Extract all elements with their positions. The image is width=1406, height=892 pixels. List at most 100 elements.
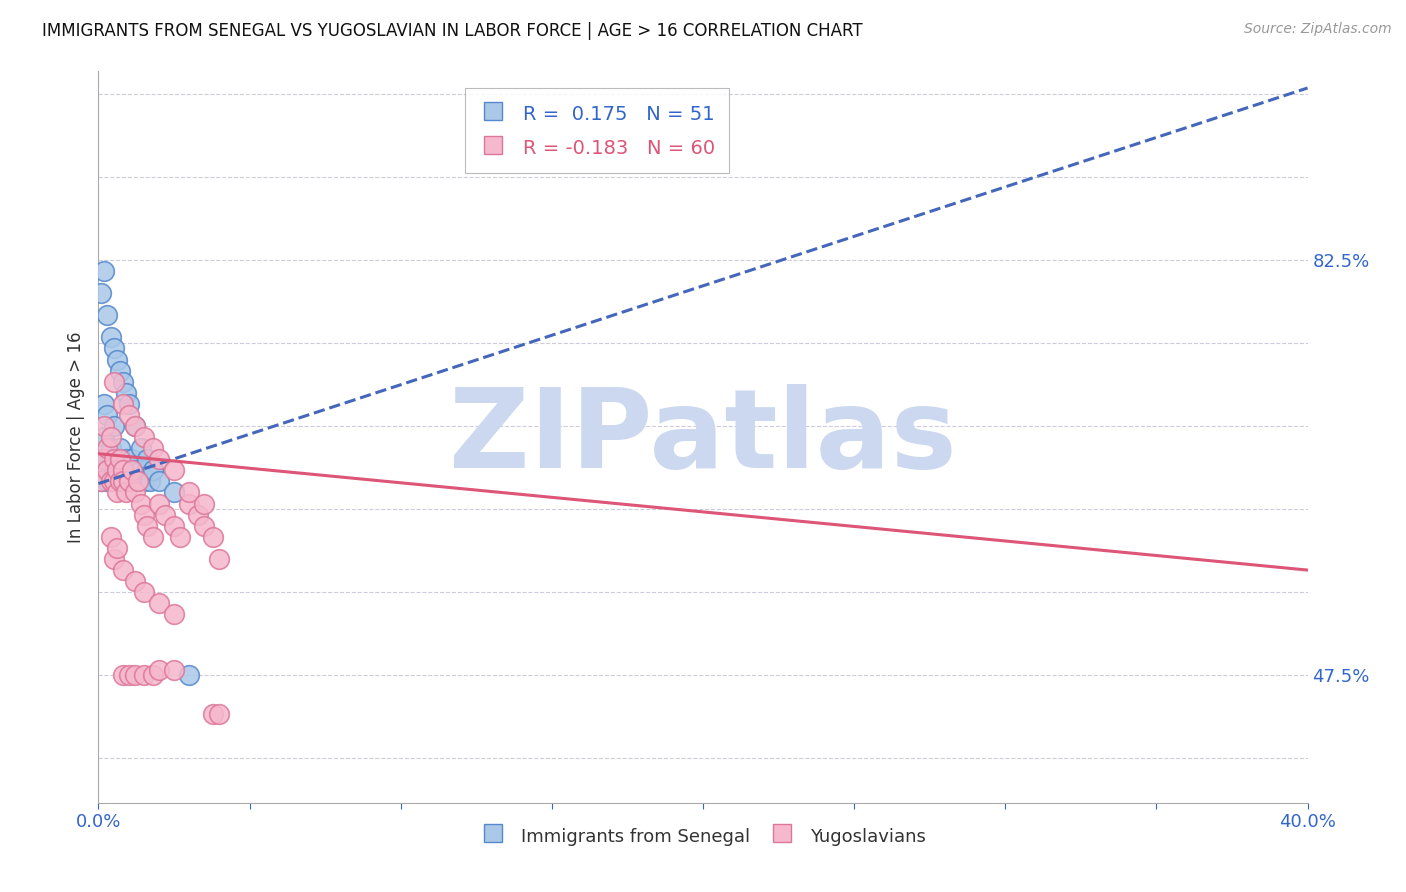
Point bbox=[179, 485, 201, 500]
Point bbox=[124, 463, 146, 477]
Point bbox=[127, 475, 149, 489]
Point bbox=[179, 668, 201, 682]
Point bbox=[135, 452, 157, 467]
Point bbox=[129, 441, 152, 455]
Text: ZIPatlas: ZIPatlas bbox=[449, 384, 957, 491]
Point bbox=[132, 475, 155, 489]
Point bbox=[103, 375, 125, 389]
Point bbox=[132, 585, 155, 599]
Point bbox=[129, 497, 152, 511]
Point bbox=[114, 385, 136, 400]
Point bbox=[103, 419, 125, 434]
Point bbox=[103, 452, 125, 467]
Point bbox=[108, 363, 131, 377]
Point bbox=[90, 475, 112, 489]
Point bbox=[105, 485, 128, 500]
Point bbox=[103, 552, 125, 566]
Point bbox=[100, 441, 122, 455]
Point bbox=[105, 452, 128, 467]
Point bbox=[100, 463, 122, 477]
Point bbox=[100, 475, 122, 489]
Point bbox=[193, 497, 215, 511]
Point bbox=[108, 475, 131, 489]
Point bbox=[100, 530, 122, 544]
Point bbox=[124, 574, 146, 589]
Point bbox=[105, 475, 128, 489]
Point bbox=[163, 518, 186, 533]
Point bbox=[118, 475, 141, 489]
Point bbox=[111, 463, 134, 477]
Point bbox=[148, 663, 170, 677]
Legend: Immigrants from Senegal, Yugoslavians: Immigrants from Senegal, Yugoslavians bbox=[467, 813, 939, 860]
Point bbox=[103, 475, 125, 489]
Point bbox=[93, 419, 115, 434]
Point bbox=[105, 352, 128, 367]
Point bbox=[163, 463, 186, 477]
Point bbox=[163, 607, 186, 622]
Point bbox=[114, 485, 136, 500]
Point bbox=[111, 475, 134, 489]
Point bbox=[202, 530, 225, 544]
Point bbox=[132, 508, 155, 522]
Point bbox=[118, 668, 141, 682]
Point bbox=[100, 430, 122, 444]
Point bbox=[127, 475, 149, 489]
Point bbox=[208, 552, 231, 566]
Point bbox=[142, 463, 165, 477]
Point bbox=[142, 668, 165, 682]
Point bbox=[90, 452, 112, 467]
Point bbox=[96, 441, 118, 455]
Point bbox=[124, 485, 146, 500]
Point bbox=[108, 475, 131, 489]
Point bbox=[148, 475, 170, 489]
Point bbox=[100, 330, 122, 344]
Point bbox=[118, 397, 141, 411]
Point bbox=[96, 452, 118, 467]
Point bbox=[93, 463, 115, 477]
Point bbox=[148, 452, 170, 467]
Point bbox=[187, 508, 209, 522]
Point bbox=[111, 475, 134, 489]
Point bbox=[96, 408, 118, 422]
Point bbox=[148, 596, 170, 610]
Point bbox=[132, 668, 155, 682]
Point bbox=[96, 463, 118, 477]
Point bbox=[108, 452, 131, 467]
Point bbox=[163, 485, 186, 500]
Point bbox=[103, 475, 125, 489]
Point bbox=[163, 663, 186, 677]
Point bbox=[118, 463, 141, 477]
Point bbox=[118, 408, 141, 422]
Point bbox=[93, 397, 115, 411]
Point bbox=[90, 285, 112, 300]
Point bbox=[108, 441, 131, 455]
Point bbox=[142, 530, 165, 544]
Point bbox=[103, 463, 125, 477]
Point bbox=[193, 518, 215, 533]
Point bbox=[139, 475, 162, 489]
Point bbox=[111, 463, 134, 477]
Y-axis label: In Labor Force | Age > 16: In Labor Force | Age > 16 bbox=[66, 331, 84, 543]
Point bbox=[118, 475, 141, 489]
Point bbox=[114, 452, 136, 467]
Point bbox=[202, 707, 225, 722]
Point bbox=[93, 452, 115, 467]
Point bbox=[93, 430, 115, 444]
Point bbox=[129, 463, 152, 477]
Point bbox=[169, 530, 191, 544]
Point bbox=[132, 430, 155, 444]
Text: IMMIGRANTS FROM SENEGAL VS YUGOSLAVIAN IN LABOR FORCE | AGE > 16 CORRELATION CHA: IMMIGRANTS FROM SENEGAL VS YUGOSLAVIAN I… bbox=[42, 22, 863, 40]
Point bbox=[179, 497, 201, 511]
Point bbox=[105, 463, 128, 477]
Point bbox=[121, 452, 143, 467]
Point bbox=[135, 463, 157, 477]
Point bbox=[111, 375, 134, 389]
Point bbox=[148, 497, 170, 511]
Point bbox=[135, 518, 157, 533]
Point bbox=[90, 475, 112, 489]
Point bbox=[105, 463, 128, 477]
Point bbox=[142, 441, 165, 455]
Point bbox=[208, 707, 231, 722]
Point bbox=[111, 668, 134, 682]
Point bbox=[121, 475, 143, 489]
